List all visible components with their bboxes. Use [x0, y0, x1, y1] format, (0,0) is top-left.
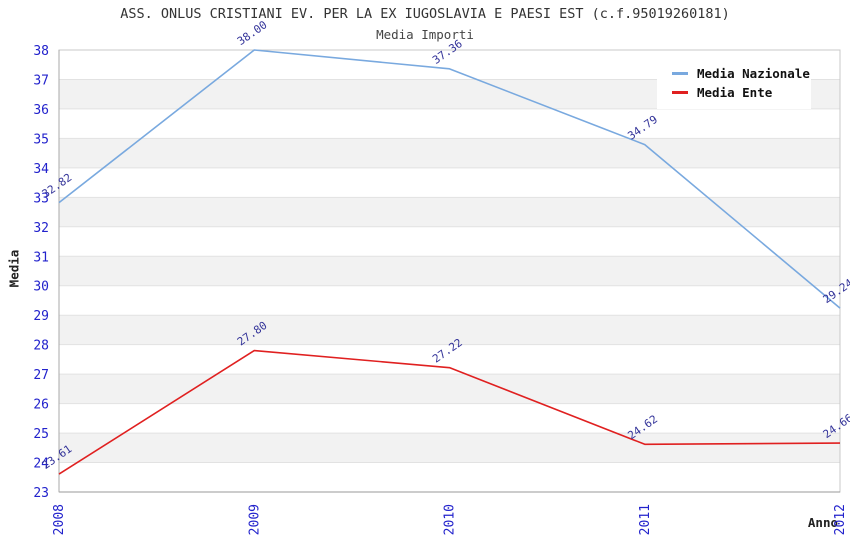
legend-swatch-icon	[672, 72, 688, 75]
y-tick-label: 28	[33, 339, 49, 354]
plot-band	[59, 315, 840, 345]
y-tick-label: 37	[33, 73, 49, 88]
x-tick-label: 2012	[833, 504, 848, 535]
plot-band	[59, 433, 840, 463]
y-tick-label: 23	[33, 486, 49, 501]
x-tick-label: 2008	[52, 504, 67, 535]
chart-title: ASS. ONLUS CRISTIANI EV. PER LA EX IUGOS…	[120, 6, 730, 22]
y-tick-label: 30	[33, 280, 49, 295]
x-axis-title: Anno	[807, 515, 838, 530]
y-tick-label: 34	[33, 162, 49, 177]
y-tick-label: 31	[33, 250, 49, 265]
y-tick-label: 36	[33, 103, 49, 118]
y-tick-label: 27	[33, 368, 49, 383]
plot-band	[59, 374, 840, 404]
legend: Media Nazionale Media Ente	[657, 57, 811, 109]
plot-band	[59, 197, 840, 227]
y-tick-label: 26	[33, 398, 49, 413]
x-tick-label: 2009	[247, 504, 262, 535]
y-tick-label: 32	[33, 221, 49, 236]
series-line-media-ente	[58, 349, 841, 475]
y-tick-label: 35	[33, 132, 49, 147]
chart-subtitle: Media Importi	[376, 27, 474, 42]
series-line-media-nazionale	[58, 49, 841, 309]
data-label: 37.36	[430, 37, 465, 67]
y-tick-label: 24	[33, 457, 49, 472]
legend-label: Media Nazionale	[697, 66, 810, 81]
legend-label: Media Ente	[697, 85, 773, 100]
x-tick-label: 2011	[638, 504, 653, 535]
data-label: 38.00	[235, 18, 270, 48]
plot-band	[59, 138, 840, 168]
y-tick-label: 38	[33, 44, 49, 59]
plot-band	[59, 256, 840, 286]
y-tick-label: 29	[33, 309, 49, 324]
y-tick-label: 25	[33, 427, 49, 442]
legend-swatch-icon	[672, 91, 688, 94]
legend-item: Media Nazionale	[672, 64, 811, 83]
y-tick-label: 33	[33, 191, 49, 206]
legend-item: Media Ente	[672, 83, 811, 102]
x-tick-label: 2010	[443, 504, 458, 535]
